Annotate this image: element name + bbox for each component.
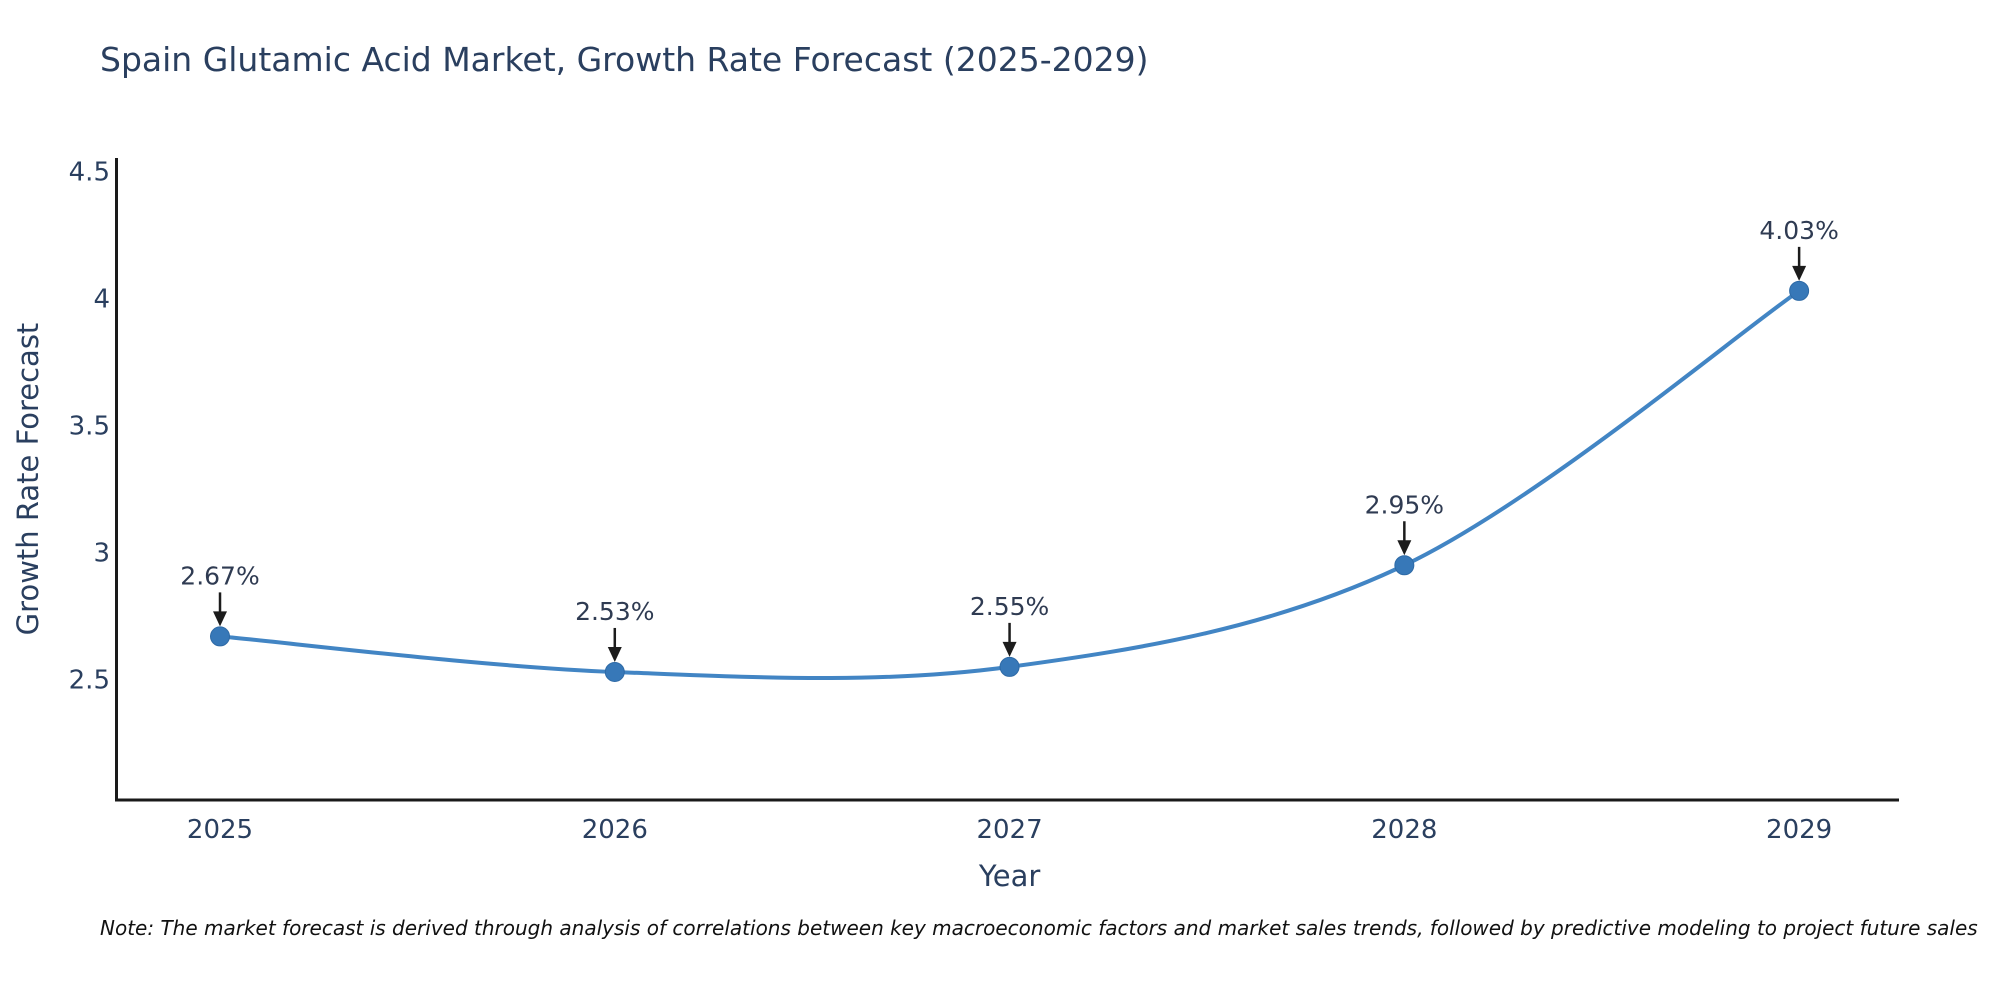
axes xyxy=(115,158,1899,802)
annotation-label: 2.53% xyxy=(575,597,654,626)
axis-titles: Year Growth Rate Forecast xyxy=(11,323,1040,893)
data-points xyxy=(210,280,1810,682)
annotation: 2.53% xyxy=(575,597,654,662)
annotation-arrowhead xyxy=(607,646,622,662)
annotation: 4.03% xyxy=(1759,216,1839,281)
data-point[interactable] xyxy=(1789,280,1810,301)
x-tick-label: 2029 xyxy=(1766,815,1832,845)
y-tick-label: 4.5 xyxy=(69,157,110,187)
annotation-arrowhead xyxy=(1792,265,1807,281)
y-tick-label: 4 xyxy=(93,284,110,314)
y-tick-label: 3 xyxy=(93,539,110,569)
y-axis-tick-labels: 2.5 3 3.5 4 4.5 xyxy=(69,157,110,695)
annotation-arrowhead xyxy=(213,611,228,627)
x-tick-label: 2025 xyxy=(187,815,253,845)
y-tick-label: 3.5 xyxy=(69,412,110,442)
x-tick-label: 2027 xyxy=(976,815,1042,845)
annotation: 2.95% xyxy=(1365,490,1444,556)
annotation-label: 2.95% xyxy=(1365,490,1444,519)
x-tick-label: 2026 xyxy=(582,815,648,845)
data-point[interactable] xyxy=(604,661,625,682)
y-axis-title: Growth Rate Forecast xyxy=(11,323,45,636)
annotation-arrowhead xyxy=(1002,641,1017,657)
annotation: 2.67% xyxy=(180,561,260,627)
annotation-label: 2.55% xyxy=(970,592,1049,621)
chart-title: Spain Glutamic Acid Market, Growth Rate … xyxy=(100,40,1149,79)
footnote: Note: The market forecast is derived thr… xyxy=(100,916,1978,940)
data-point[interactable] xyxy=(1394,555,1415,576)
x-axis-tick-labels: 2025 2026 2027 2028 2029 xyxy=(187,815,1832,845)
annotation-label: 4.03% xyxy=(1759,216,1838,245)
data-point[interactable] xyxy=(999,656,1020,677)
annotation-arrowhead xyxy=(1397,540,1412,556)
x-tick-label: 2028 xyxy=(1371,815,1437,845)
data-point[interactable] xyxy=(210,626,231,647)
annotation: 2.55% xyxy=(970,592,1049,657)
annotations: 2.67% 2.53% 2.55% 2.95% 4.03% xyxy=(180,216,1839,662)
annotation-label: 2.67% xyxy=(180,561,259,590)
y-tick-label: 2.5 xyxy=(69,666,110,696)
x-axis-title: Year xyxy=(978,859,1040,893)
